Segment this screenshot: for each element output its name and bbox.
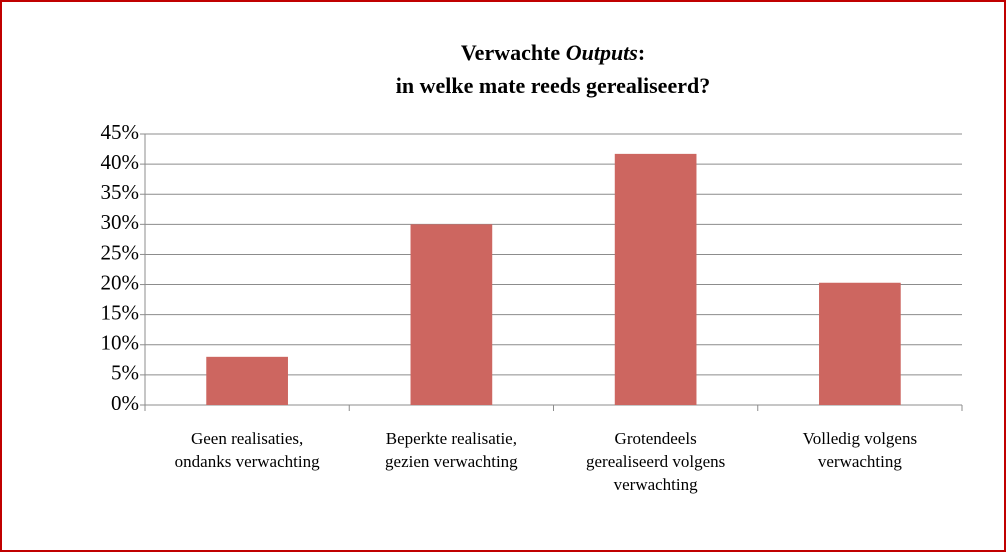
bar: [206, 356, 288, 405]
x-tick-label: Beperkte realisatie,: [386, 429, 517, 448]
title-part: Verwachte: [461, 40, 566, 65]
y-tick-label: 25%: [101, 240, 140, 264]
x-tick-label: Grotendeels: [615, 429, 697, 448]
title-part: :: [638, 40, 645, 65]
x-tick-label: verwachting: [818, 452, 903, 471]
x-tick-label: verwachting: [614, 475, 699, 494]
y-tick-label: 40%: [101, 150, 140, 174]
x-tick-label: gezien verwachting: [385, 452, 518, 471]
y-tick-label: 5%: [111, 361, 139, 385]
y-tick-label: 20%: [101, 270, 140, 294]
x-tick-label: gerealiseerd volgens: [586, 452, 725, 471]
x-tick-label: ondanks verwachting: [175, 452, 320, 471]
x-tick-label: Volledig volgens: [803, 429, 917, 448]
title-part: Outputs: [566, 40, 638, 65]
y-tick-label: 35%: [101, 180, 140, 204]
x-tick-label: Geen realisaties,: [191, 429, 303, 448]
y-tick-label: 30%: [101, 210, 140, 234]
y-tick-label: 0%: [111, 391, 139, 415]
chart-title-line: in welke mate reeds gerealiseerd?: [396, 73, 710, 98]
y-tick-label: 10%: [101, 331, 140, 355]
y-tick-label: 45%: [101, 120, 140, 144]
bar: [614, 153, 697, 405]
bar: [410, 224, 493, 405]
bar: [819, 282, 901, 405]
y-tick-label: 15%: [101, 300, 140, 324]
chart-title-line: Verwachte Outputs:: [461, 40, 645, 65]
